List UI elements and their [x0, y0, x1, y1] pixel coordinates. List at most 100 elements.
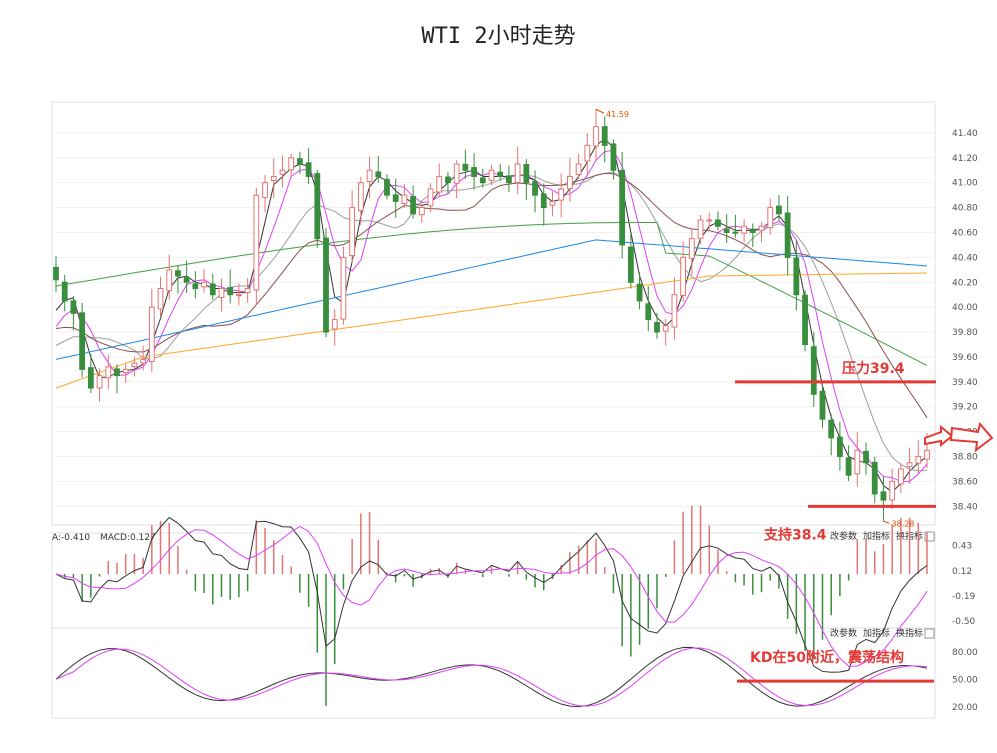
- candle: [392, 178, 399, 218]
- candle-body: [706, 219, 713, 222]
- candle: [697, 215, 704, 245]
- candle: [323, 227, 329, 338]
- candle: [845, 445, 852, 481]
- candle: [305, 148, 312, 185]
- macd-tick-label: -0.19: [952, 592, 976, 602]
- candle: [636, 272, 643, 310]
- candle: [627, 233, 634, 289]
- candle-body: [593, 126, 599, 147]
- y-tick-label: 40.60: [952, 228, 978, 238]
- candle-body: [479, 177, 486, 184]
- candle: [122, 363, 129, 384]
- candle-body: [819, 390, 826, 420]
- arrow-icon-1: [924, 424, 954, 448]
- candle: [601, 116, 608, 163]
- candle: [619, 151, 626, 259]
- candle-body: [462, 163, 469, 171]
- ma120-line: [55, 239, 928, 360]
- candle: [810, 332, 817, 407]
- macd-legend-a: A:-0.410: [52, 533, 90, 543]
- candle: [410, 185, 417, 219]
- candle: [227, 269, 234, 304]
- kd-tick-label: 50.00: [952, 675, 978, 685]
- candle-body: [610, 143, 617, 171]
- candle: [854, 432, 861, 487]
- candle: [532, 170, 538, 213]
- candle-body: [924, 449, 930, 460]
- candle-body: [305, 162, 312, 177]
- candle-body: [279, 169, 286, 175]
- candle-body: [61, 281, 68, 302]
- candle-body: [784, 212, 791, 258]
- candle: [279, 155, 286, 188]
- candle: [645, 285, 652, 332]
- candle: [549, 191, 556, 217]
- y-tick-label: 40.00: [952, 303, 978, 313]
- candle-body: [436, 175, 443, 193]
- candle: [915, 439, 922, 474]
- kd-tick-label: 80.00: [952, 648, 978, 658]
- candle: [166, 254, 173, 300]
- candle-body: [183, 277, 190, 283]
- candle: [540, 183, 547, 226]
- candle-body: [497, 171, 504, 177]
- candle-body: [506, 175, 512, 184]
- candle-body: [540, 193, 547, 209]
- ma10-line: [55, 138, 928, 493]
- candle: [706, 212, 713, 230]
- candle-body: [549, 200, 556, 206]
- candle-body: [218, 287, 225, 299]
- candle-body: [680, 256, 687, 296]
- candle-body: [201, 281, 207, 288]
- candle: [131, 356, 138, 377]
- candle-body: [654, 322, 660, 333]
- candle-body: [96, 375, 103, 389]
- candle: [671, 277, 678, 340]
- candle: [767, 198, 774, 235]
- candle: [863, 442, 869, 475]
- candle-body: [244, 287, 251, 294]
- macd-dif-line: [55, 516, 928, 673]
- high-marker-label: 41.59: [606, 110, 629, 119]
- candle-body: [566, 175, 573, 190]
- candle-body: [131, 362, 138, 368]
- y-tick-label: 41.40: [952, 129, 978, 139]
- candle: [575, 153, 582, 180]
- candle-body: [758, 225, 765, 231]
- candle: [436, 163, 443, 198]
- moving-averages: [55, 138, 928, 493]
- candle-body: [688, 238, 695, 259]
- candle-body: [418, 207, 425, 216]
- candle-body: [114, 368, 120, 377]
- kd-d-line: [55, 647, 928, 707]
- candle-body: [558, 188, 565, 201]
- resistance-label: 压力39.4: [842, 360, 905, 377]
- candle-body: [584, 144, 591, 162]
- candle-body: [323, 237, 329, 333]
- candle-body: [209, 283, 216, 296]
- candle: [375, 155, 382, 183]
- candle: [140, 345, 146, 371]
- candle: [723, 214, 730, 244]
- candle-body: [662, 325, 669, 332]
- candle: [209, 273, 216, 300]
- panel-frame: [51, 627, 936, 719]
- candle: [880, 477, 887, 522]
- candle-body: [636, 283, 643, 302]
- toolbar-swap: 换指标: [896, 627, 923, 639]
- y-tick-label: 38.40: [952, 502, 978, 512]
- candles: [53, 109, 930, 522]
- candle: [610, 139, 617, 180]
- candle-body: [148, 306, 155, 362]
- y-tick-label: 39.20: [952, 403, 978, 413]
- candle: [488, 165, 495, 186]
- candle: [427, 183, 434, 212]
- arrow-icon-2: [949, 421, 994, 453]
- candle-body: [157, 287, 164, 310]
- candle: [566, 157, 573, 202]
- candle: [889, 468, 896, 510]
- candle: [523, 158, 530, 200]
- panel-frame: [51, 101, 936, 526]
- kd-panel: 改参数 加指标 换指标 KD在50附近，震荡结构: [55, 627, 935, 708]
